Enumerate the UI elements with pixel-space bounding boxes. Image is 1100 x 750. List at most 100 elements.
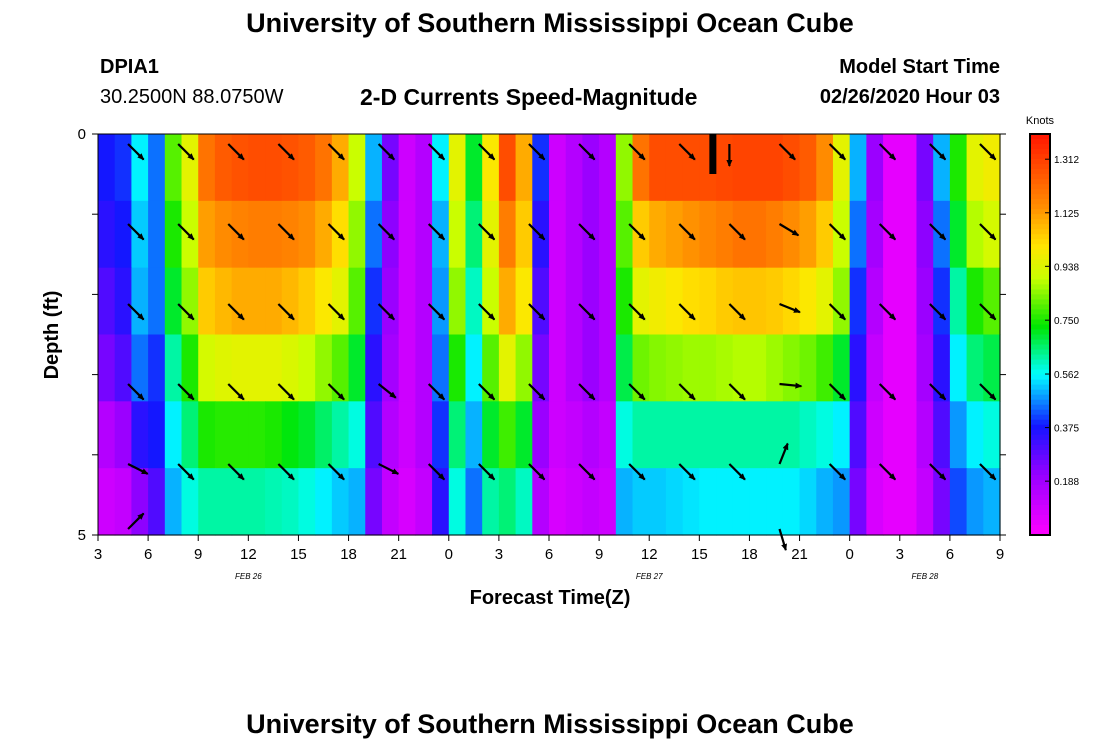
colorbar-segment: [1030, 364, 1050, 371]
heatmap-cell: [498, 401, 517, 469]
colorbar-segment: [1030, 184, 1050, 190]
heatmap-cell: [448, 468, 467, 536]
colorbar-segment: [1030, 514, 1050, 521]
heatmap-cell: [799, 200, 817, 269]
heatmap-cell: [465, 468, 483, 536]
heatmap-cell: [482, 334, 500, 402]
heatmap-cell: [849, 401, 867, 469]
colorbar-segment: [1030, 319, 1050, 326]
current-vector-arrow: [578, 303, 596, 321]
heatmap-cell: [682, 468, 700, 536]
heatmap-cell: [699, 334, 717, 402]
heatmap-cell: [482, 401, 500, 469]
heatmap-cell: [816, 200, 834, 269]
colorbar-segment: [1030, 409, 1050, 416]
current-vector-arrow: [177, 303, 195, 321]
heatmap-cell: [832, 334, 851, 402]
current-vector-arrow: [377, 383, 397, 399]
heatmap-cell: [933, 468, 951, 536]
current-vector-arrow: [628, 383, 646, 401]
current-vector-arrow: [127, 383, 145, 401]
heatmap-cell: [716, 468, 734, 536]
colorbar-segment: [1030, 434, 1050, 441]
heatmap-cell: [565, 334, 584, 402]
heatmap-cell: [181, 468, 199, 536]
heatmap-cell: [649, 200, 667, 269]
heatmap-cell: [298, 200, 316, 269]
heatmap-cell: [966, 468, 984, 536]
heatmap-cell: [315, 200, 333, 269]
current-vector-arrow: [678, 303, 696, 321]
heatmap-cell: [899, 468, 918, 536]
colorbar-segment: [1030, 464, 1050, 471]
heatmap-cell: [265, 200, 283, 269]
heatmap-cell: [849, 200, 867, 269]
heatmap-cell: [415, 134, 433, 202]
current-vector-arrow: [177, 463, 195, 481]
heatmap-cell: [348, 134, 366, 202]
heatmap-cell: [983, 401, 1001, 469]
colorbar-segment: [1030, 279, 1050, 285]
current-vector-arrow: [828, 383, 846, 401]
heatmap-cell: [415, 200, 433, 269]
x-tick-label: 15: [691, 546, 708, 563]
colorbar-tick-label: 1.312: [1054, 155, 1079, 166]
heatmap-cell: [348, 468, 366, 536]
current-vector-arrow: [177, 383, 195, 401]
colorbar-segment: [1030, 199, 1050, 205]
heatmap-cell: [615, 401, 634, 469]
heatmap-cell: [682, 134, 700, 202]
y-axis-label: Depth (ft): [41, 291, 63, 380]
heatmap-cell: [916, 134, 934, 202]
current-vector-arrow: [828, 223, 846, 241]
heatmap-cell: [632, 134, 650, 202]
colorbar-segment: [1030, 314, 1050, 321]
current-vector-arrow: [578, 463, 596, 481]
heatmap-cell: [983, 468, 1001, 536]
heatmap-cell: [665, 267, 684, 336]
heatmap-cell: [281, 134, 300, 202]
heatmap-cell: [749, 468, 767, 536]
colorbar-segment: [1030, 299, 1050, 306]
current-vector-arrow: [979, 303, 997, 321]
heatmap-cell: [465, 401, 483, 469]
heatmap-cell: [398, 134, 416, 202]
heatmap-cell: [214, 401, 233, 469]
heatmap-cell: [782, 468, 801, 536]
heatmap-cells: [98, 134, 1001, 536]
colorbar-segment: [1030, 254, 1050, 260]
heatmap-cell: [315, 267, 333, 336]
x-tick-label: 3: [896, 546, 904, 563]
heatmap-cell: [782, 401, 801, 469]
chart-title-top: University of Southern Mississippi Ocean…: [246, 8, 854, 38]
heatmap-cell: [148, 200, 166, 269]
heatmap-cell: [198, 401, 216, 469]
colorbar-segment: [1030, 234, 1050, 240]
heatmap-cell: [599, 401, 617, 469]
heatmap-cell: [498, 267, 517, 336]
heatmap-cell: [816, 267, 834, 336]
colorbar-segment: [1030, 249, 1050, 255]
current-vector-arrow: [878, 463, 897, 481]
heatmap-cell: [415, 334, 433, 402]
heatmap-cell: [665, 401, 684, 469]
heatmap-cell: [482, 134, 500, 202]
x-tick-label: 6: [144, 546, 152, 563]
current-vector-arrow: [427, 223, 446, 241]
heatmap-cell: [866, 468, 884, 536]
heatmap-cell: [699, 200, 717, 269]
current-vector-arrow: [277, 143, 295, 161]
heatmap-cell: [933, 134, 951, 202]
current-vector-arrow: [728, 223, 746, 241]
heatmap-cell: [949, 267, 968, 336]
heatmap-cell: [582, 134, 600, 202]
heatmap-cell: [248, 267, 266, 336]
heatmap-cell: [615, 334, 634, 402]
heatmap-cell: [649, 267, 667, 336]
current-vector-arrow: [127, 143, 145, 161]
colorbar-segment: [1030, 354, 1050, 361]
heatmap-cell: [265, 401, 283, 469]
heatmap-cell: [665, 200, 684, 269]
heatmap-cell: [615, 134, 634, 202]
heatmap-cell: [599, 334, 617, 402]
